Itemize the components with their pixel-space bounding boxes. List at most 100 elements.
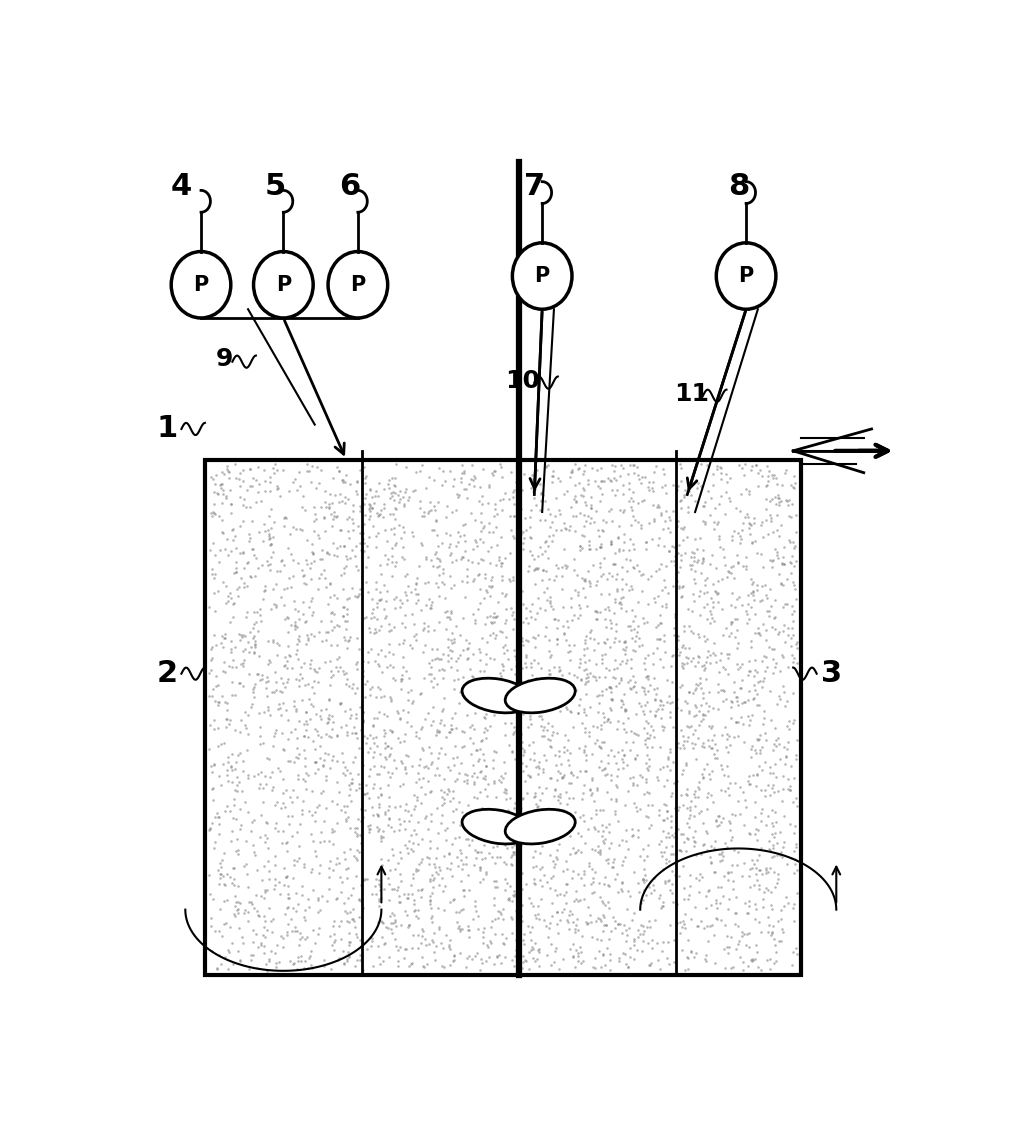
Point [434, 573, 450, 591]
Point [336, 494, 352, 512]
Point [588, 572, 605, 590]
Point [728, 639, 744, 657]
Point [527, 638, 543, 656]
Point [342, 628, 358, 646]
Point [392, 708, 408, 726]
Point [355, 653, 371, 671]
Point [491, 832, 508, 850]
Point [451, 646, 467, 664]
Point [400, 812, 417, 830]
Point [652, 709, 668, 728]
Point [364, 885, 380, 903]
Point [315, 751, 332, 770]
Point [478, 607, 494, 625]
Point [739, 772, 755, 790]
Point [355, 703, 371, 721]
Point [516, 465, 532, 484]
Point [459, 866, 475, 884]
Point [530, 940, 546, 958]
Point [308, 847, 325, 865]
Point [402, 840, 419, 858]
Point [349, 588, 365, 606]
Point [439, 758, 455, 776]
Point [486, 854, 502, 872]
Point [247, 638, 263, 656]
Point [749, 620, 765, 638]
Point [694, 552, 710, 570]
Point [219, 865, 236, 883]
Point [413, 948, 430, 966]
Point [674, 913, 691, 931]
Point [339, 589, 355, 607]
Point [485, 649, 501, 667]
Point [216, 539, 233, 557]
Point [686, 562, 703, 580]
Point [273, 552, 289, 570]
Point [605, 858, 621, 876]
Point [491, 947, 508, 965]
Point [312, 700, 329, 718]
Point [714, 681, 730, 699]
Point [721, 627, 737, 645]
Point [486, 910, 502, 928]
Point [524, 666, 540, 684]
Point [269, 461, 285, 479]
Point [627, 725, 643, 743]
Point [428, 511, 444, 529]
Point [685, 544, 702, 562]
Point [207, 476, 223, 494]
Point [269, 935, 285, 953]
Point [504, 885, 521, 903]
Point [474, 495, 490, 513]
Point [223, 543, 240, 561]
Point [718, 646, 734, 664]
Point [246, 812, 262, 830]
Point [281, 815, 297, 833]
Circle shape [328, 252, 387, 318]
Point [774, 683, 791, 701]
Text: 8: 8 [727, 171, 748, 201]
Point [548, 556, 564, 574]
Point [460, 830, 476, 848]
Point [486, 462, 502, 480]
Point [311, 901, 328, 919]
Point [578, 665, 594, 683]
Point [500, 506, 517, 524]
Point [240, 865, 256, 883]
Point [407, 575, 424, 594]
Point [333, 717, 349, 735]
Point [514, 790, 530, 808]
Point [211, 553, 227, 571]
Point [757, 586, 773, 604]
Point [640, 757, 656, 775]
Point [631, 925, 647, 943]
Point [584, 556, 601, 574]
Point [747, 900, 763, 918]
Point [426, 855, 442, 873]
Point [242, 566, 258, 585]
Point [640, 877, 656, 896]
Point [328, 658, 344, 676]
Point [307, 842, 324, 860]
Point [486, 675, 502, 693]
Point [657, 796, 673, 814]
Point [396, 940, 412, 958]
Point [551, 788, 567, 806]
Point [279, 651, 295, 670]
Point [361, 823, 377, 841]
Point [503, 742, 520, 760]
Point [735, 466, 751, 485]
Point [211, 900, 227, 918]
Point [287, 703, 303, 721]
Point [235, 512, 251, 530]
Point [692, 606, 708, 624]
Point [621, 456, 637, 474]
Point [469, 822, 485, 840]
Point [709, 699, 725, 717]
Point [375, 935, 391, 953]
Point [284, 519, 300, 537]
Point [673, 654, 690, 672]
Point [335, 472, 351, 490]
Point [422, 869, 438, 888]
Point [259, 688, 275, 706]
